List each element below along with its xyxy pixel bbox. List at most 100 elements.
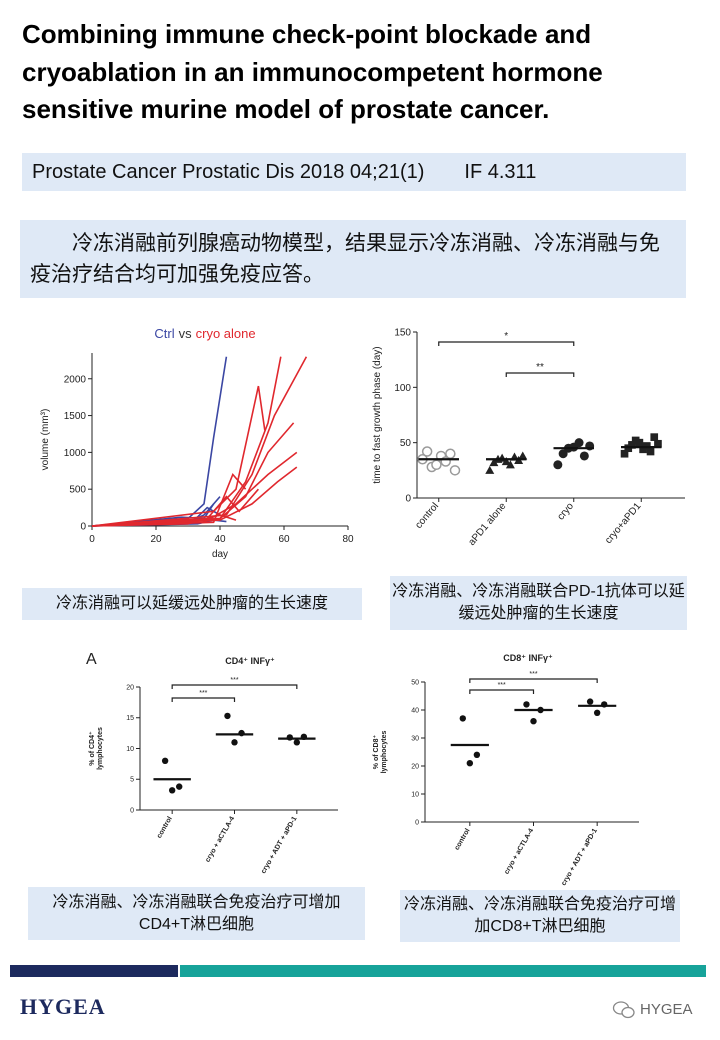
point [445, 448, 456, 459]
growth-line [91, 514, 237, 527]
citation: Prostate Cancer Prostatic Dis 2018 04;21… [22, 153, 686, 191]
y-axis-label: lymphocytes [381, 730, 388, 773]
point [459, 715, 466, 722]
growth-line [91, 356, 228, 527]
point [642, 442, 651, 450]
y-tick-label: 1000 [64, 448, 87, 459]
caption: 冷冻消融、冷冻消融联合PD-1抗体可以延缓远处肿瘤的生长速度 [390, 576, 687, 630]
y-tick-label: 0 [405, 494, 411, 505]
x-tick-label: 0 [89, 534, 95, 545]
point [586, 698, 594, 705]
y-axis-label: volume (mm³) [40, 409, 51, 471]
summary: 冷冻消融前列腺癌动物模型，结果显示冷冻消融、冷冻消融与免疫治疗结合均可加强免疫应… [20, 220, 686, 298]
significance-bracket [171, 684, 298, 689]
point [489, 458, 499, 467]
x-tick-label: control [156, 815, 174, 839]
point [485, 465, 495, 474]
chart-title: CD8⁺ INFγ⁺ [503, 653, 553, 663]
growth-line [91, 356, 308, 527]
significance-bracket [469, 678, 598, 683]
growth-line [91, 466, 298, 527]
x-tick-label: cryo + aCTLA-4 [204, 815, 236, 863]
point [628, 441, 636, 449]
point [593, 709, 601, 716]
x-tick-label: cryo + ADT + aPD-1 [260, 815, 298, 875]
significance-label: *** [529, 671, 537, 678]
point [579, 451, 589, 461]
point [176, 783, 183, 790]
point [421, 446, 433, 457]
x-axis-label: day [212, 549, 228, 560]
point [650, 433, 659, 441]
chart-title: CD4⁺ INFγ⁺ [225, 656, 275, 666]
legend-title: Ctrl vs cryo alone [154, 326, 255, 341]
x-tick-label: 80 [342, 534, 354, 545]
point [231, 739, 238, 746]
title: Combining immune check-point blockade an… [22, 19, 603, 124]
point [449, 465, 461, 476]
y-tick-label: 5 [130, 777, 134, 784]
significance-label: *** [230, 677, 238, 684]
point [518, 451, 528, 460]
growth-line [91, 356, 282, 527]
significance-bracket [171, 697, 236, 702]
x-tick-label: 60 [278, 534, 290, 545]
point [523, 701, 530, 708]
point [620, 449, 629, 458]
point [505, 460, 515, 469]
significance-label: ** [536, 362, 544, 373]
point [654, 439, 662, 448]
y-axis-label: lymphocytes [97, 727, 104, 770]
y-tick-label: 50 [400, 438, 412, 449]
significance-bracket [469, 689, 535, 694]
caption: 冷冻消融、冷冻消融联合免疫治疗可增加CD8+T淋巴细胞 [400, 890, 680, 942]
y-tick-label: 10 [411, 791, 419, 798]
x-tick-label: control [454, 827, 472, 851]
y-axis-label: % of CD8⁺ [372, 734, 380, 769]
brand: HYGEA [20, 994, 106, 1019]
point [574, 438, 584, 448]
legend-entry: cryo alone [196, 326, 256, 341]
x-tick-label: control [413, 501, 441, 531]
panel-label: A [86, 651, 97, 668]
y-tick-label: 50 [411, 679, 419, 686]
growth-line [91, 451, 298, 527]
impact-factor: IF 4.311 [464, 161, 537, 183]
significance-label: * [504, 331, 508, 342]
y-tick-label: 0 [80, 522, 86, 533]
y-tick-label: 500 [69, 485, 86, 496]
point [431, 459, 442, 471]
y-tick-label: 40 [411, 707, 419, 714]
growth-line [91, 385, 266, 527]
significance-label: *** [498, 682, 506, 689]
y-tick-label: 2000 [64, 374, 87, 385]
journal: Prostate Cancer Prostatic Dis 2018 04;21… [32, 161, 425, 183]
x-tick-label: 20 [150, 534, 162, 545]
point [466, 760, 474, 767]
point [161, 757, 169, 764]
y-tick-label: 150 [394, 328, 411, 339]
growth-line [91, 422, 295, 527]
wechat-icon [612, 1001, 635, 1019]
legend-joiner: vs [179, 326, 193, 341]
caption: 冷冻消融可以延缓远处肿瘤的生长速度 [22, 588, 362, 620]
y-tick-label: 10 [126, 746, 134, 753]
y-tick-label: 30 [411, 735, 419, 742]
significance-label: *** [199, 690, 207, 697]
y-tick-label: 20 [126, 684, 134, 691]
y-tick-label: 100 [394, 383, 411, 394]
x-tick-label: cryo [555, 501, 576, 523]
x-tick-label: aPD1 alone [467, 501, 509, 548]
point [530, 718, 537, 725]
x-tick-label: cryo + aCTLA-4 [503, 827, 535, 875]
x-tick-label: cryo+aPD1 [603, 501, 644, 547]
point [293, 739, 301, 746]
footer-bar [10, 965, 178, 977]
point [224, 712, 231, 720]
y-tick-label: 15 [126, 715, 134, 722]
x-tick-label: cryo + ADT + aPD-1 [560, 827, 598, 887]
point [168, 787, 176, 794]
y-axis-label: time to fast growth phase (day) [372, 346, 383, 483]
point [646, 447, 655, 456]
